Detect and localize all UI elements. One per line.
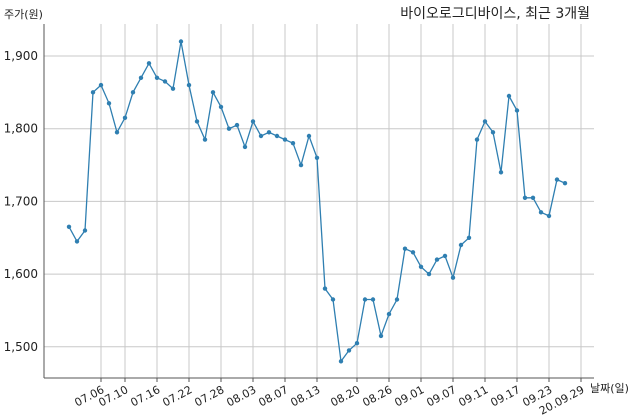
y-tick-label: 1,800 xyxy=(4,122,38,136)
data-point xyxy=(442,253,448,259)
data-point xyxy=(562,181,568,186)
data-point xyxy=(466,235,472,240)
x-tick-label: 09.01 xyxy=(392,383,426,409)
data-point xyxy=(146,61,152,66)
data-point xyxy=(282,137,288,142)
x-tick-label: 08.07 xyxy=(256,383,290,409)
data-point xyxy=(354,341,360,346)
data-point xyxy=(346,348,352,353)
y-tick-label: 1,700 xyxy=(4,194,38,208)
series xyxy=(66,39,568,364)
data-point xyxy=(418,264,424,269)
x-tick-label: 08.20 xyxy=(328,383,362,409)
data-point xyxy=(194,119,200,124)
data-point xyxy=(554,177,560,182)
data-point xyxy=(514,108,520,113)
x-tick-label: 07.16 xyxy=(128,383,162,409)
y-axis-label: 주가(원) xyxy=(4,8,43,21)
data-point xyxy=(226,126,232,131)
data-point xyxy=(122,115,128,121)
data-point xyxy=(130,90,136,95)
data-point xyxy=(274,133,280,139)
data-point xyxy=(386,311,392,317)
data-point xyxy=(242,144,248,150)
data-point xyxy=(394,297,400,302)
data-point xyxy=(290,141,296,146)
data-point xyxy=(546,213,552,219)
data-point xyxy=(66,224,72,229)
y-tick-label: 1,500 xyxy=(4,340,38,354)
data-point xyxy=(138,75,144,81)
data-point xyxy=(426,271,432,277)
data-point xyxy=(266,130,272,135)
data-point xyxy=(250,119,256,124)
data-point xyxy=(218,104,224,110)
x-tick-label: 07.22 xyxy=(160,383,194,409)
data-point xyxy=(410,250,416,255)
data-point xyxy=(338,359,344,364)
axes: 1,5001,6001,7001,8001,90007.0607.1007.16… xyxy=(4,24,594,418)
data-point xyxy=(482,119,488,124)
data-point xyxy=(434,257,440,262)
data-point xyxy=(234,122,240,128)
x-tick-label: 09.11 xyxy=(456,383,490,409)
data-point xyxy=(378,333,384,339)
data-point xyxy=(98,82,104,88)
data-point xyxy=(210,90,216,95)
data-point xyxy=(306,133,312,139)
data-point xyxy=(74,239,80,244)
data-point xyxy=(490,130,496,135)
x-tick-label: 08.13 xyxy=(288,383,322,409)
data-point xyxy=(170,86,176,91)
data-point xyxy=(530,195,536,200)
x-tick-label: 08.03 xyxy=(224,383,258,409)
y-tick-label: 1,900 xyxy=(4,49,38,63)
x-tick-label: 09.17 xyxy=(488,383,522,409)
data-point xyxy=(90,90,96,95)
data-point xyxy=(202,137,208,142)
x-tick-label: 08.26 xyxy=(360,383,394,409)
data-point xyxy=(506,93,512,99)
chart-title: 바이오로그디바이스, 최근 3개월 xyxy=(400,6,590,22)
data-point xyxy=(258,133,264,139)
data-point xyxy=(162,79,168,84)
data-point xyxy=(522,195,528,200)
data-point xyxy=(314,155,320,160)
data-point xyxy=(298,162,304,168)
data-point xyxy=(370,297,376,302)
data-point xyxy=(362,297,368,302)
data-point xyxy=(106,101,112,106)
data-point xyxy=(114,130,120,135)
data-point xyxy=(498,170,504,175)
data-point xyxy=(458,242,464,248)
data-point xyxy=(538,210,544,215)
x-axis-label: 날짜(일) xyxy=(590,381,629,395)
data-point xyxy=(330,297,336,302)
data-point xyxy=(154,75,160,81)
data-point xyxy=(322,286,328,291)
x-tick-label: 09.07 xyxy=(424,383,458,409)
x-tick-label: 07.28 xyxy=(192,383,226,409)
data-point xyxy=(186,82,192,88)
data-point xyxy=(474,137,480,142)
data-point xyxy=(450,275,456,280)
data-point xyxy=(402,246,408,251)
data-point xyxy=(82,228,88,233)
y-tick-label: 1,600 xyxy=(4,267,38,281)
data-point xyxy=(178,39,184,44)
